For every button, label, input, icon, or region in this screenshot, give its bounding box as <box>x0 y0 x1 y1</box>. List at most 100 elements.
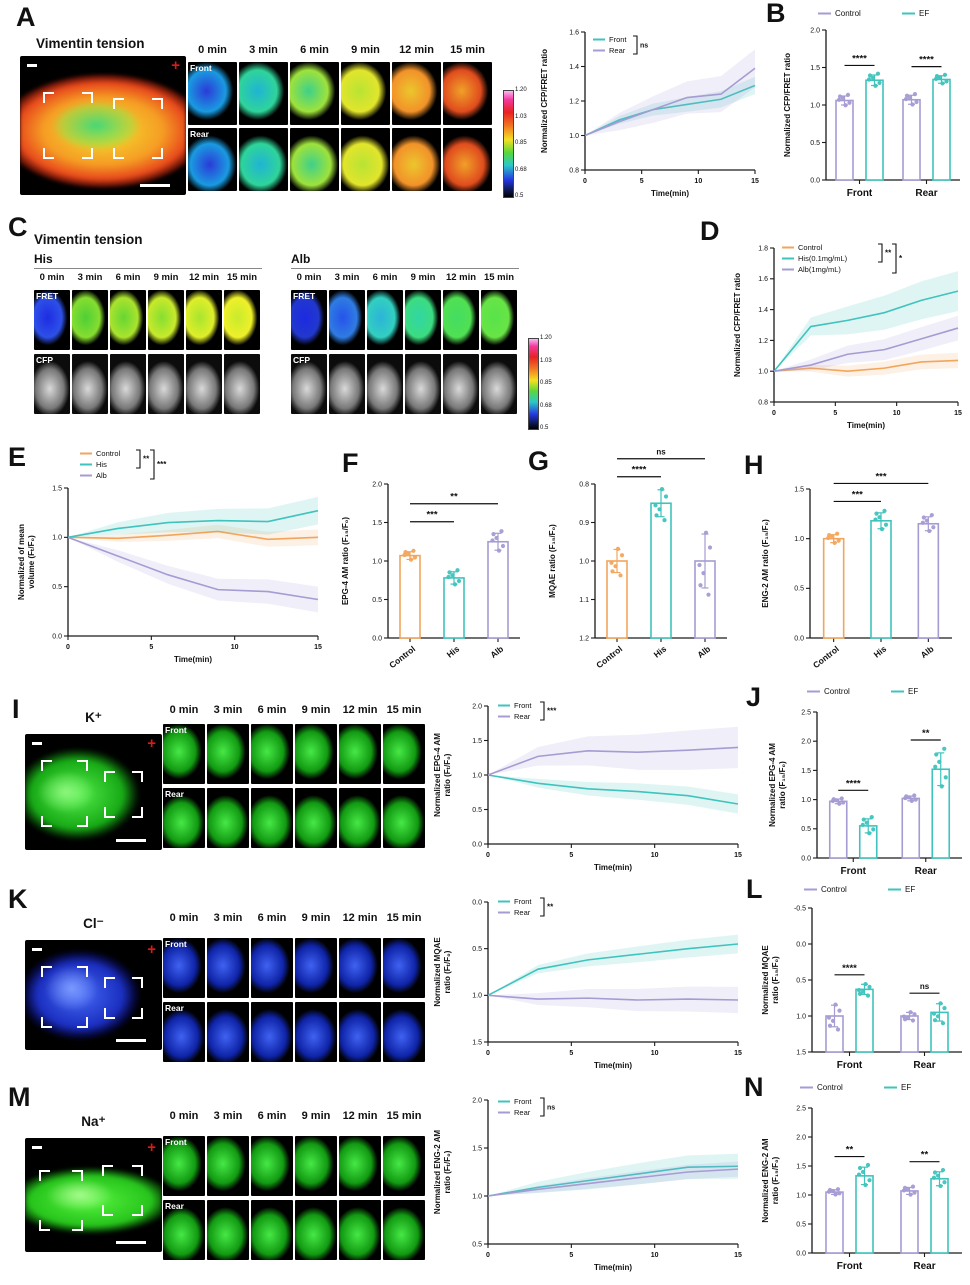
series-band <box>68 537 318 613</box>
y-tick-label: 1.2 <box>569 98 579 105</box>
y-axis-label: Normalized of mean <box>17 524 26 600</box>
data-dot <box>882 508 887 513</box>
x-tick-label: 5 <box>569 1050 573 1057</box>
category-label: Control <box>811 644 841 670</box>
group-label: Front <box>837 1261 863 1272</box>
alb-underline <box>291 268 519 269</box>
timelapse-frame <box>405 290 441 350</box>
bar <box>399 554 421 639</box>
data-dot <box>837 1191 842 1196</box>
time-label: 0 min <box>296 272 322 283</box>
data-dot <box>935 1014 941 1019</box>
data-dot <box>833 1002 838 1007</box>
data-dot <box>837 94 843 99</box>
panel-K-line-chart: 0.0 0.5 1.0 1.5 Normalized MQAE ratio (Fₜ/F₀)… <box>433 897 742 1070</box>
y-tick-label: 1.2 <box>579 635 589 642</box>
legend-label: Rear <box>609 46 626 55</box>
timelapse-frame <box>224 290 260 350</box>
category-label: Control <box>594 644 624 670</box>
time-label: 6 min <box>257 912 287 924</box>
panel-letter-F: F <box>342 448 359 478</box>
y-tick-label: 1.4 <box>569 64 579 71</box>
panel-G-bar-chart: 0.8 0.9 1.0 1.1 1.2 MQAE ratio (F₁₅/F₀) Contro… <box>548 448 727 670</box>
y-tick-label: 1.5 <box>472 1145 482 1152</box>
y-tick-label: 0.8 <box>579 481 589 488</box>
row-label: Rear <box>165 1003 184 1013</box>
y-axis-label: Normalized ENG-2 AM <box>761 1138 770 1222</box>
x-tick-label: 10 <box>694 178 702 185</box>
data-dot <box>903 96 909 102</box>
timelapse-frame <box>443 62 492 125</box>
timelapse-frame <box>148 354 184 414</box>
y-tick-label: 0.0 <box>472 899 482 906</box>
legend-label: Control <box>821 885 847 894</box>
time-label: 3 min <box>334 272 360 283</box>
bar <box>932 78 951 181</box>
data-dot <box>864 820 869 825</box>
x-tick-label: 10 <box>651 852 659 859</box>
data-dot <box>446 574 451 580</box>
time-label: 0 min <box>198 44 227 56</box>
timelapse-frame: Front <box>188 62 237 125</box>
data-dot <box>944 79 949 84</box>
series-line <box>584 67 756 137</box>
timelapse-frame <box>251 1002 293 1062</box>
data-dot <box>873 517 878 522</box>
timelapse-frame <box>339 724 381 784</box>
sig-bracket <box>540 1097 545 1117</box>
y-tick-label: 1.0 <box>569 133 579 140</box>
timelapse-frame <box>251 938 293 998</box>
data-dot <box>837 801 842 806</box>
category-label: Alb <box>919 644 936 660</box>
time-label: 12 min <box>445 272 477 283</box>
time-label: 12 min <box>399 44 434 56</box>
panel-F-bar-chart: 0.0 0.5 1.0 1.5 2.0 EPG-4 AM ratio (F₁₅/F₀) Co… <box>341 481 520 670</box>
time-label: 0 min <box>39 272 65 283</box>
data-dot <box>450 573 455 578</box>
x-tick-label: 5 <box>569 1252 573 1259</box>
timelapse-frame: Front <box>163 938 205 998</box>
panel-letter-C: C <box>8 212 28 242</box>
bar <box>930 1177 949 1254</box>
category-label: His <box>872 644 889 660</box>
sig-label: ** <box>450 492 458 503</box>
data-dot <box>659 487 665 492</box>
bar <box>855 1175 874 1254</box>
series-line <box>67 530 319 541</box>
timelapse-frame <box>392 128 441 191</box>
bar <box>870 519 892 639</box>
y-tick-label: 1.5 <box>472 738 482 745</box>
data-dot <box>832 540 837 545</box>
data-dot <box>865 993 871 998</box>
timelapse-frame <box>207 788 249 848</box>
row-label: CFP <box>293 355 310 365</box>
x-tick-label: 10 <box>893 410 901 417</box>
row-label: FRET <box>293 291 316 301</box>
sig-label: ** <box>143 455 150 464</box>
time-label: 9 min <box>410 272 436 283</box>
time-label: 12 min <box>188 272 220 283</box>
y-axis-label: Normalized EPG-4 AM <box>433 733 442 817</box>
timelapse-frame <box>239 62 288 125</box>
x-axis-label: Time(min) <box>594 1263 632 1272</box>
data-dot <box>940 81 945 86</box>
timelapse-frame <box>290 128 339 191</box>
timelapse-frame <box>443 354 479 414</box>
series-line <box>487 774 739 805</box>
panel-letter-I: I <box>12 694 20 724</box>
sig-label: * <box>899 254 903 263</box>
x-tick-label: 0 <box>772 410 776 417</box>
data-dot <box>609 560 614 565</box>
timelapse-frame <box>367 290 403 350</box>
data-dot <box>908 1192 913 1197</box>
x-axis-label: Time(min) <box>651 189 689 198</box>
scale-bar <box>116 1039 146 1042</box>
data-dot <box>826 1189 832 1194</box>
series-line <box>67 536 319 601</box>
group-label: Rear <box>913 1261 935 1272</box>
group-label: Rear <box>915 188 937 199</box>
data-dot <box>618 573 623 578</box>
anode-plus-icon: + <box>171 57 180 74</box>
panel-M-timelapse-strip: 0 min 3 min 6 min 9 min 12 min 15 min Front Rea… <box>163 1110 427 1262</box>
timelapse-frame <box>339 1200 381 1260</box>
